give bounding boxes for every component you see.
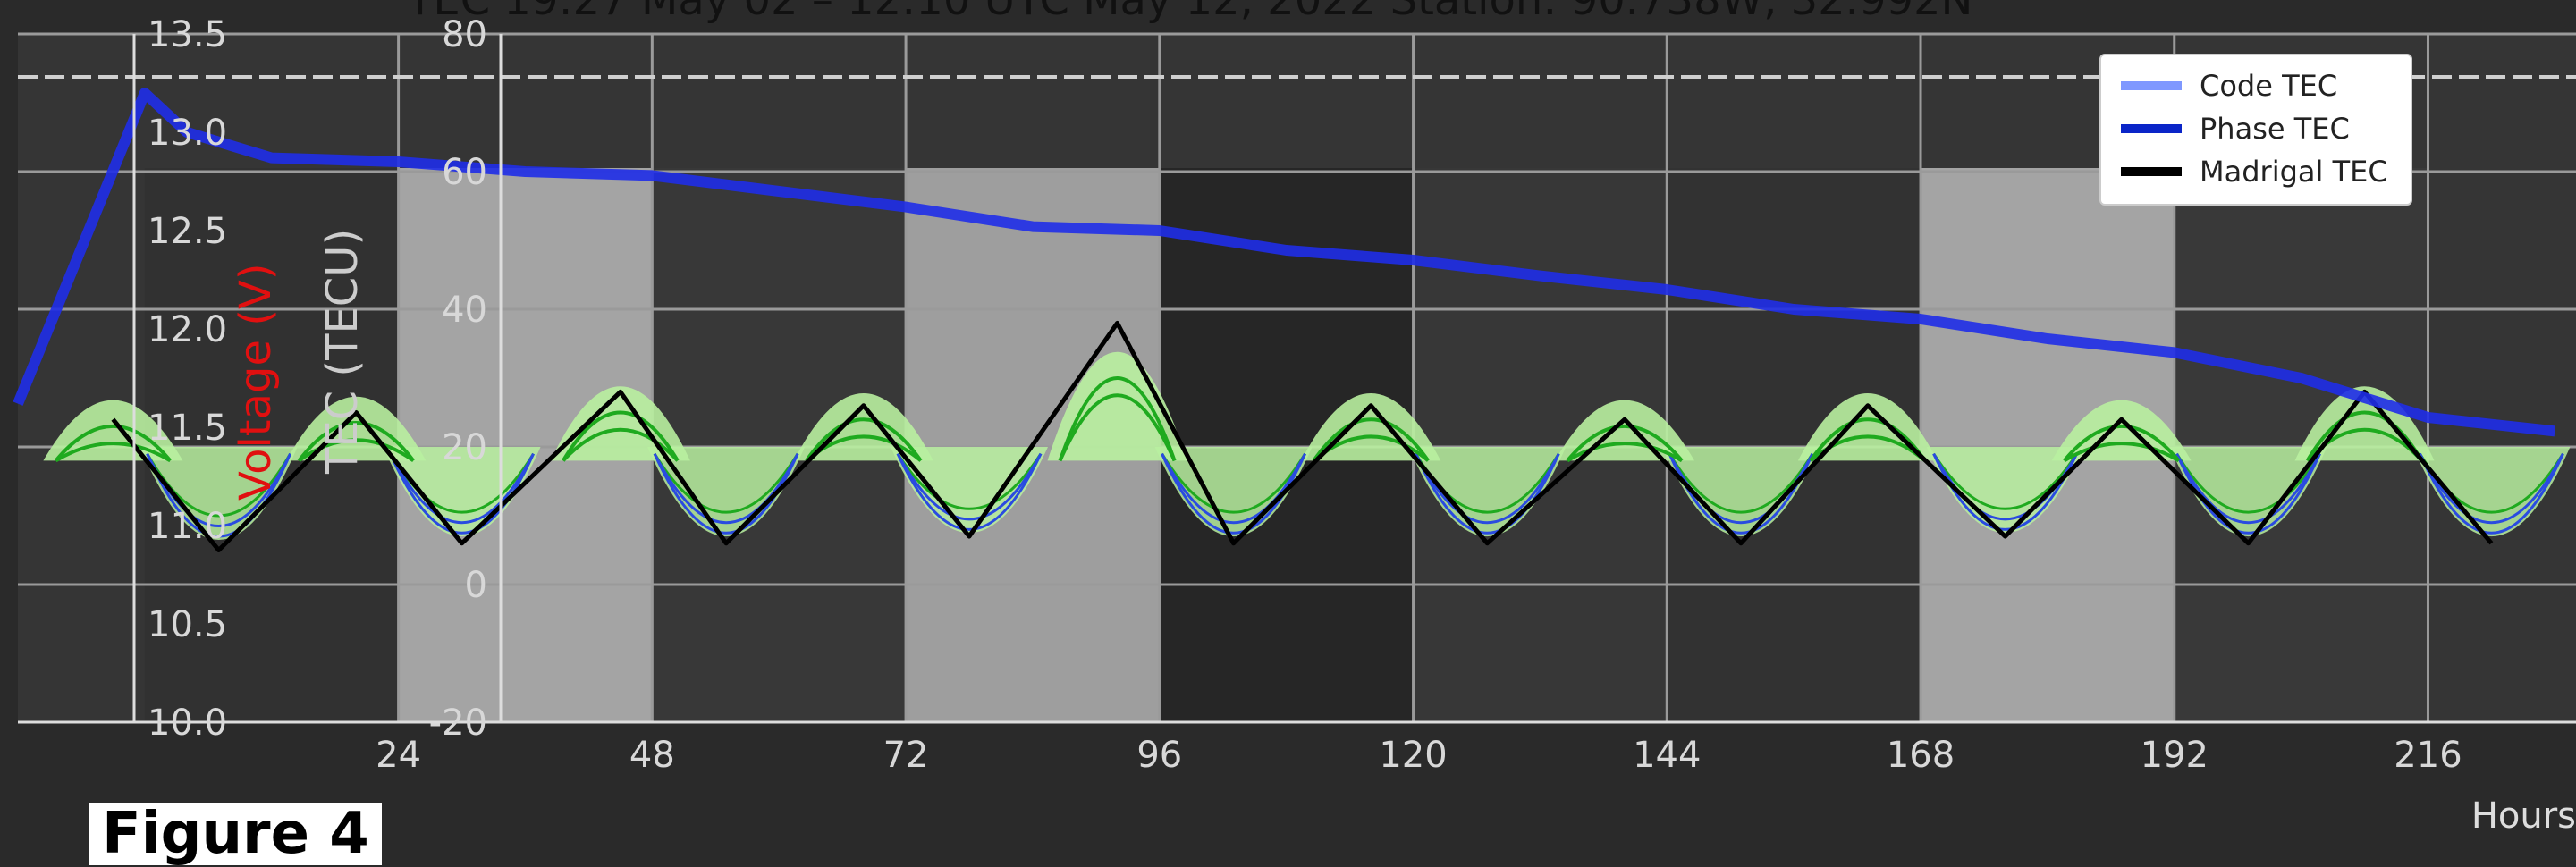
phase-tec-line	[1058, 376, 1177, 462]
code-tec-fill-trough	[1662, 447, 1820, 537]
legend-item-code-tec: Code TEC	[2121, 68, 2337, 104]
phase-tec-line	[1668, 452, 1814, 514]
voltage-line	[13, 88, 2556, 437]
y-tick-label-voltage: 10.0	[148, 703, 227, 744]
phase-tec-line	[298, 438, 415, 463]
legend-item-phase-tec: Phase TEC	[2121, 111, 2350, 147]
y-tick-label-tec: 40	[442, 290, 487, 331]
phase-tec-line	[2063, 442, 2180, 463]
x-tick-label: 120	[1379, 735, 1447, 776]
phase-tec-line	[2175, 453, 2321, 524]
y-tick-label-tec: 80	[442, 14, 487, 55]
y-tick-label-tec: 60	[442, 152, 487, 193]
y-tick-label-voltage: 10.5	[148, 604, 227, 645]
y-tick-label-tec: -20	[429, 703, 487, 744]
x-tick-label: 96	[1136, 735, 1182, 776]
legend-label-madrigal-tec: Madrigal TEC	[2200, 155, 2388, 189]
legend-swatch-phase-tec	[2121, 124, 2182, 133]
phase-tec-line	[1809, 417, 1927, 462]
phase-tec-line	[54, 424, 172, 462]
phase-tec-line	[146, 453, 292, 538]
phase-tec-line	[389, 453, 535, 524]
phase-tec-line	[2419, 453, 2564, 535]
phase-tec-line	[896, 452, 1043, 521]
legend-swatch-madrigal-tec	[2121, 167, 2182, 176]
x-tick-label: 48	[629, 735, 675, 776]
x-tick-label: 72	[883, 735, 929, 776]
y-tick-label-tec: 0	[465, 565, 487, 606]
phase-tec-line	[2175, 452, 2321, 514]
figure-label: Figure 4	[89, 803, 382, 865]
legend-item-madrigal-tec: Madrigal TEC	[2121, 154, 2388, 189]
x-axis-label: Hours	[2470, 795, 2576, 837]
phase-tec-line	[562, 410, 680, 462]
code-tec-fill-trough	[1926, 447, 2084, 534]
y-tick-label-voltage: 13.5	[148, 14, 227, 55]
phase-tec-line	[896, 453, 1043, 531]
x-tick-label: 192	[2141, 735, 2209, 776]
phase-tec-line	[297, 421, 415, 462]
y-tick-label-voltage: 11.5	[148, 408, 227, 449]
y-tick-label-voltage: 12.5	[148, 211, 227, 252]
phase-tec-line	[1312, 417, 1430, 462]
phase-tec-line	[55, 442, 172, 463]
phase-tec-line	[805, 417, 923, 462]
y-tick-label-tec: 20	[442, 427, 487, 468]
x-tick-label: 144	[1633, 735, 1701, 776]
code-tec-fill-peak	[43, 400, 183, 461]
phase-tec-line	[2063, 424, 2181, 462]
phase-tec-line	[896, 452, 1043, 510]
phase-tec-line	[1161, 453, 1306, 524]
legend-label-phase-tec: Phase TEC	[2200, 112, 2350, 146]
y-tick-label-voltage: 11.0	[148, 506, 227, 547]
code-tec-fill-trough	[1408, 447, 1567, 537]
x-tick-label: 24	[376, 735, 421, 776]
phase-tec-line	[1566, 424, 1684, 462]
code-tec-fill-peak	[1554, 400, 1694, 461]
madrigal-tec-line	[111, 320, 2494, 552]
code-tec-fill-trough	[891, 447, 1049, 534]
x-tick-label: 216	[2394, 735, 2462, 776]
phase-tec-line	[653, 453, 799, 524]
code-tec-fill-trough	[647, 447, 806, 537]
phase-tec-line	[562, 427, 680, 462]
code-tec-fill-trough	[139, 447, 298, 540]
code-tec-fill-peak	[2051, 400, 2192, 461]
phase-tec-line	[1566, 442, 1684, 463]
phase-tec-line	[2419, 453, 2564, 524]
phase-tec-line	[1414, 453, 1560, 524]
code-tec-fill-trough	[2169, 447, 2327, 537]
phase-tec-line	[389, 453, 535, 535]
y-tick-label-voltage: 12.0	[148, 309, 227, 350]
chart-title: TEC 19:27 May 02 – 12:10 UTC May 12, 202…	[407, 0, 1973, 25]
phase-tec-line	[1414, 453, 1560, 535]
legend-label-code-tec: Code TEC	[2200, 69, 2338, 103]
chart-legend: Code TEC Phase TEC Madrigal TEC	[2099, 54, 2412, 206]
x-tick-label: 168	[1887, 735, 1955, 776]
phase-tec-line	[653, 452, 799, 514]
voltage-label-text: Voltage (V)	[231, 263, 281, 501]
y-tick-label-voltage: 13.0	[148, 113, 227, 154]
legend-swatch-code-tec	[2121, 81, 2182, 90]
y-axis-label-voltage: Voltage (V)	[231, 263, 281, 501]
phase-tec-line	[1058, 393, 1177, 462]
code-tec-fill-peak	[1047, 351, 1187, 461]
phase-tec-line	[1161, 452, 1306, 514]
phase-tec-line	[1932, 452, 2078, 510]
code-tec-fill-trough	[2412, 447, 2571, 537]
y-axis-label-tec: TEC (TECU)	[317, 228, 367, 474]
